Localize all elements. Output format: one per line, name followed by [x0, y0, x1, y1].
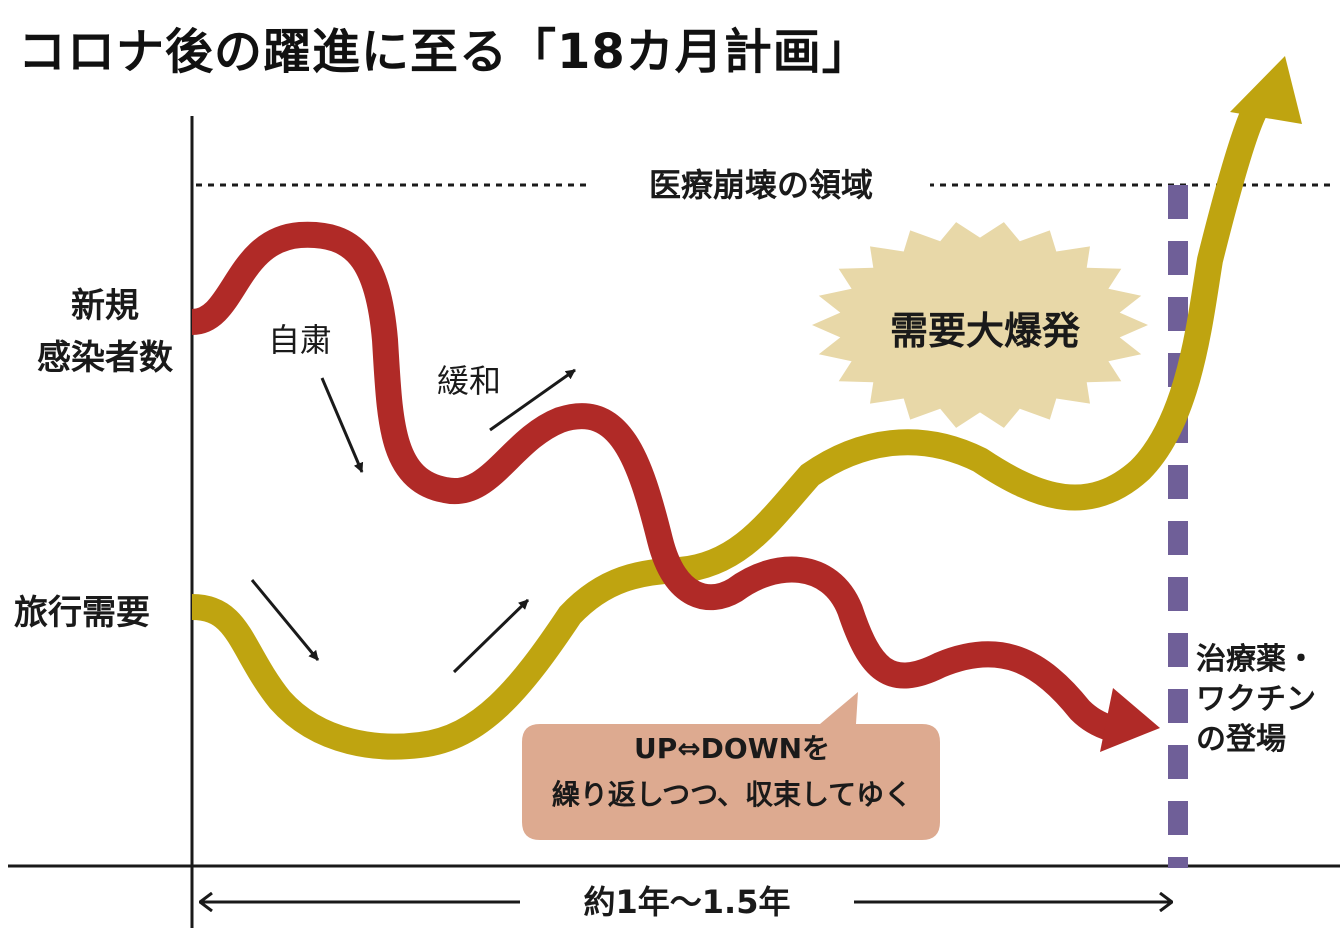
travel-demand-arrowhead [1230, 56, 1302, 124]
restraint-label: 自粛 [268, 321, 333, 359]
collapse-zone-label: 医療崩壊の領域 [592, 160, 930, 210]
travel-up-arrow [452, 598, 530, 674]
diagram-title: コロナ後の躍進に至る「18カ月計画」 [18, 24, 871, 80]
demand-burst-shape [812, 222, 1148, 428]
restraint-arrow [320, 377, 364, 473]
relaxation-label: 緩和 [437, 362, 502, 400]
new-cases-arrowhead [1100, 688, 1160, 752]
bubble-line-2: 繰り返しつつ、収束してゆく [551, 778, 913, 811]
travel-down-arrow [250, 579, 320, 661]
new-cases-curve [190, 221, 1115, 741]
bubble-text: UP⇔DOWNを 繰り返しつつ、収束してゆく [522, 726, 942, 818]
travel-demand-curve [191, 104, 1267, 760]
speech-bubble [522, 692, 940, 840]
period-label: 約1年〜1.5年 [520, 878, 854, 926]
vaccine-event-label: 治療薬・ ワクチン の登場 [1196, 642, 1316, 757]
relaxation-arrow [489, 368, 576, 432]
y-label-travel-demand: 旅行需要 [14, 593, 150, 633]
y-label-new-cases: 新規 感染者数 [37, 286, 173, 378]
demand-burst-label: 需要大爆発 [889, 309, 1080, 353]
bubble-line-1: UP⇔DOWNを [633, 732, 831, 765]
